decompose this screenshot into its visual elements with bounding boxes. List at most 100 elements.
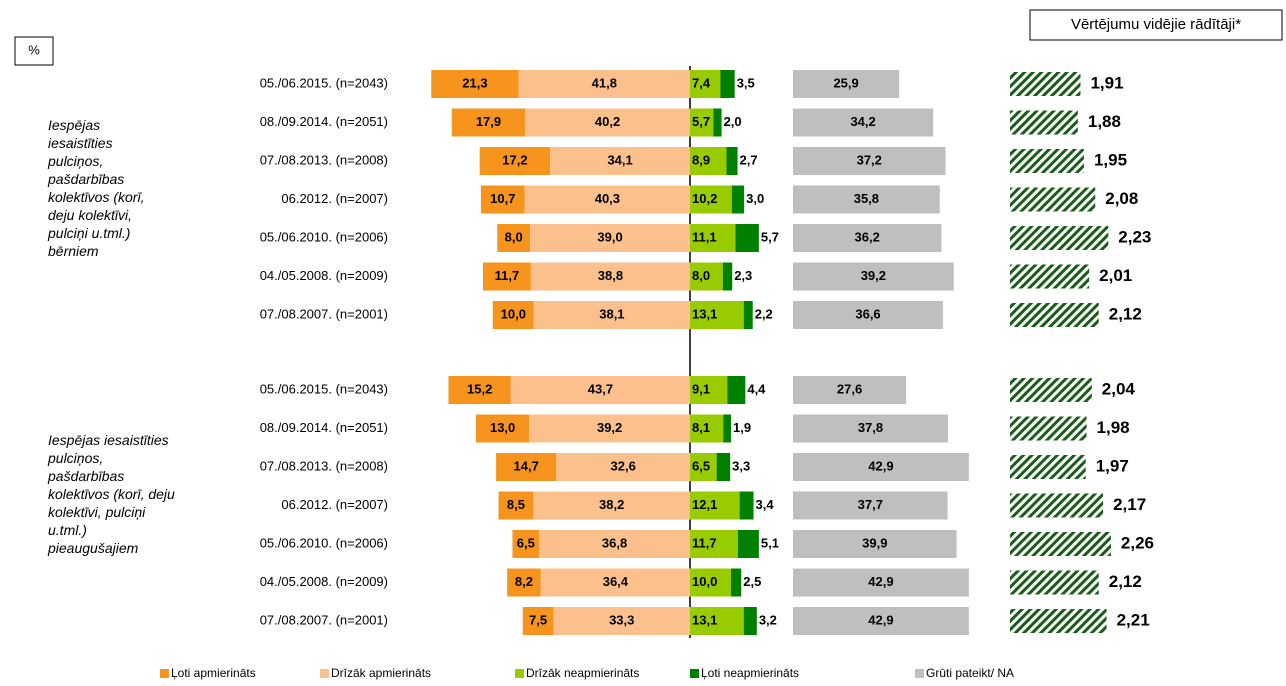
bar-rather-satisfied bbox=[533, 491, 690, 520]
average-bar bbox=[1010, 264, 1090, 289]
value-label: 3,0 bbox=[746, 191, 764, 206]
legend-swatch bbox=[515, 669, 524, 678]
row-label: 06.2012. (n=2007) bbox=[281, 191, 388, 206]
bar-rather-satisfied bbox=[530, 262, 690, 291]
bar-rather-unsatisfied bbox=[690, 414, 724, 443]
value-label: 37,7 bbox=[858, 497, 883, 512]
bar-very-unsatisfied bbox=[737, 530, 759, 558]
bar-very-unsatisfied bbox=[713, 108, 722, 137]
value-label: 40,2 bbox=[595, 114, 620, 129]
bar-rather-satisfied bbox=[525, 108, 690, 137]
row-label: 07./08.2007. (n=2001) bbox=[260, 306, 388, 321]
average-bar bbox=[1010, 378, 1092, 402]
bar-very-unsatisfied bbox=[723, 414, 731, 443]
row-label: 05./06.2010. (n=2006) bbox=[260, 535, 388, 550]
value-label: 15,2 bbox=[467, 381, 492, 396]
average-label: 2,21 bbox=[1117, 610, 1150, 629]
bar-na bbox=[793, 147, 946, 175]
value-label: 11,1 bbox=[692, 229, 717, 244]
group-label: kolektīvi, pulciņi bbox=[48, 504, 146, 520]
value-label: 25,9 bbox=[833, 75, 858, 90]
value-label: 36,2 bbox=[855, 229, 880, 244]
value-label: 9,1 bbox=[692, 381, 710, 396]
row-label: 04./05.2008. (n=2009) bbox=[260, 574, 388, 589]
value-label: 3,3 bbox=[732, 458, 750, 473]
bar-na bbox=[793, 491, 948, 520]
bar-very-satisfied bbox=[482, 262, 531, 291]
value-label: 2,2 bbox=[755, 306, 773, 321]
bar-rather-satisfied bbox=[553, 607, 690, 635]
value-label: 3,2 bbox=[759, 612, 777, 627]
value-label: 8,0 bbox=[505, 229, 523, 244]
average-label: 2,26 bbox=[1121, 533, 1154, 552]
bar-very-unsatisfied bbox=[722, 262, 733, 291]
value-label: 1,9 bbox=[733, 420, 751, 435]
bar-very-satisfied bbox=[479, 147, 551, 175]
average-label: 2,12 bbox=[1109, 304, 1142, 323]
value-label: 11,7 bbox=[692, 535, 717, 550]
bar-na bbox=[793, 70, 900, 98]
bar-very-unsatisfied bbox=[743, 607, 757, 635]
bar-rather-satisfied bbox=[556, 453, 690, 481]
bar-very-unsatisfied bbox=[731, 568, 742, 597]
average-bar bbox=[1010, 187, 1096, 212]
bar-na bbox=[793, 530, 957, 558]
group-label: pašdarbības bbox=[47, 468, 124, 484]
bar-na bbox=[793, 376, 907, 404]
bar-very-unsatisfied bbox=[727, 376, 746, 404]
value-label: 5,7 bbox=[761, 229, 779, 244]
bar-very-satisfied bbox=[480, 185, 525, 214]
bar-rather-unsatisfied bbox=[690, 607, 744, 635]
value-label: 41,8 bbox=[592, 75, 617, 90]
value-label: 8,0 bbox=[692, 268, 710, 283]
bar-na bbox=[793, 108, 934, 137]
average-label: 1,97 bbox=[1096, 456, 1129, 475]
value-label: 7,5 bbox=[529, 612, 547, 627]
legend-swatch bbox=[690, 669, 699, 678]
average-bar bbox=[1010, 303, 1099, 327]
value-label: 37,8 bbox=[858, 420, 883, 435]
average-bar bbox=[1010, 72, 1081, 96]
group-label: iesaistīties bbox=[48, 135, 113, 151]
bar-na bbox=[793, 607, 969, 635]
unit-label: % bbox=[28, 42, 40, 57]
bar-rather-satisfied bbox=[530, 224, 690, 252]
bar-na bbox=[793, 224, 942, 252]
bar-na bbox=[793, 185, 940, 214]
group-label: pašdarbības bbox=[47, 171, 124, 187]
value-label: 33,3 bbox=[609, 612, 634, 627]
value-label: 39,0 bbox=[597, 229, 622, 244]
value-label: 39,2 bbox=[597, 420, 622, 435]
bar-rather-unsatisfied bbox=[690, 224, 736, 252]
bar-rather-satisfied bbox=[550, 147, 690, 175]
average-label: 2,08 bbox=[1105, 189, 1138, 208]
group-label: pieaugušajiem bbox=[47, 540, 139, 556]
bar-na bbox=[793, 262, 954, 291]
bar-very-unsatisfied bbox=[731, 185, 745, 214]
average-label: 2,04 bbox=[1102, 379, 1136, 398]
row-label: 07./08.2013. (n=2008) bbox=[260, 152, 388, 167]
value-label: 42,9 bbox=[868, 574, 893, 589]
value-label: 36,8 bbox=[602, 535, 627, 550]
value-label: 14,7 bbox=[514, 458, 539, 473]
average-label: 1,98 bbox=[1097, 418, 1130, 437]
legend-swatch bbox=[160, 669, 169, 678]
bar-rather-unsatisfied bbox=[690, 491, 740, 520]
group-label: kolektīvos (korī, bbox=[48, 189, 144, 205]
bar-rather-unsatisfied bbox=[690, 376, 728, 404]
legend-swatch bbox=[915, 669, 924, 678]
value-label: 4,4 bbox=[747, 381, 766, 396]
bar-very-satisfied bbox=[475, 414, 530, 443]
bar-rather-satisfied bbox=[529, 414, 690, 443]
legend-label: Grūti pateikt/ NA bbox=[926, 666, 1014, 680]
average-bar bbox=[1010, 455, 1086, 479]
value-label: 8,1 bbox=[692, 420, 710, 435]
value-label: 39,2 bbox=[861, 268, 886, 283]
average-label: 1,88 bbox=[1088, 112, 1121, 131]
value-label: 17,9 bbox=[476, 114, 501, 129]
bar-rather-satisfied bbox=[524, 185, 690, 214]
bar-very-satisfied bbox=[496, 453, 557, 481]
bar-na bbox=[793, 568, 969, 597]
value-label: 13,1 bbox=[692, 612, 717, 627]
legend-swatch bbox=[320, 669, 329, 678]
